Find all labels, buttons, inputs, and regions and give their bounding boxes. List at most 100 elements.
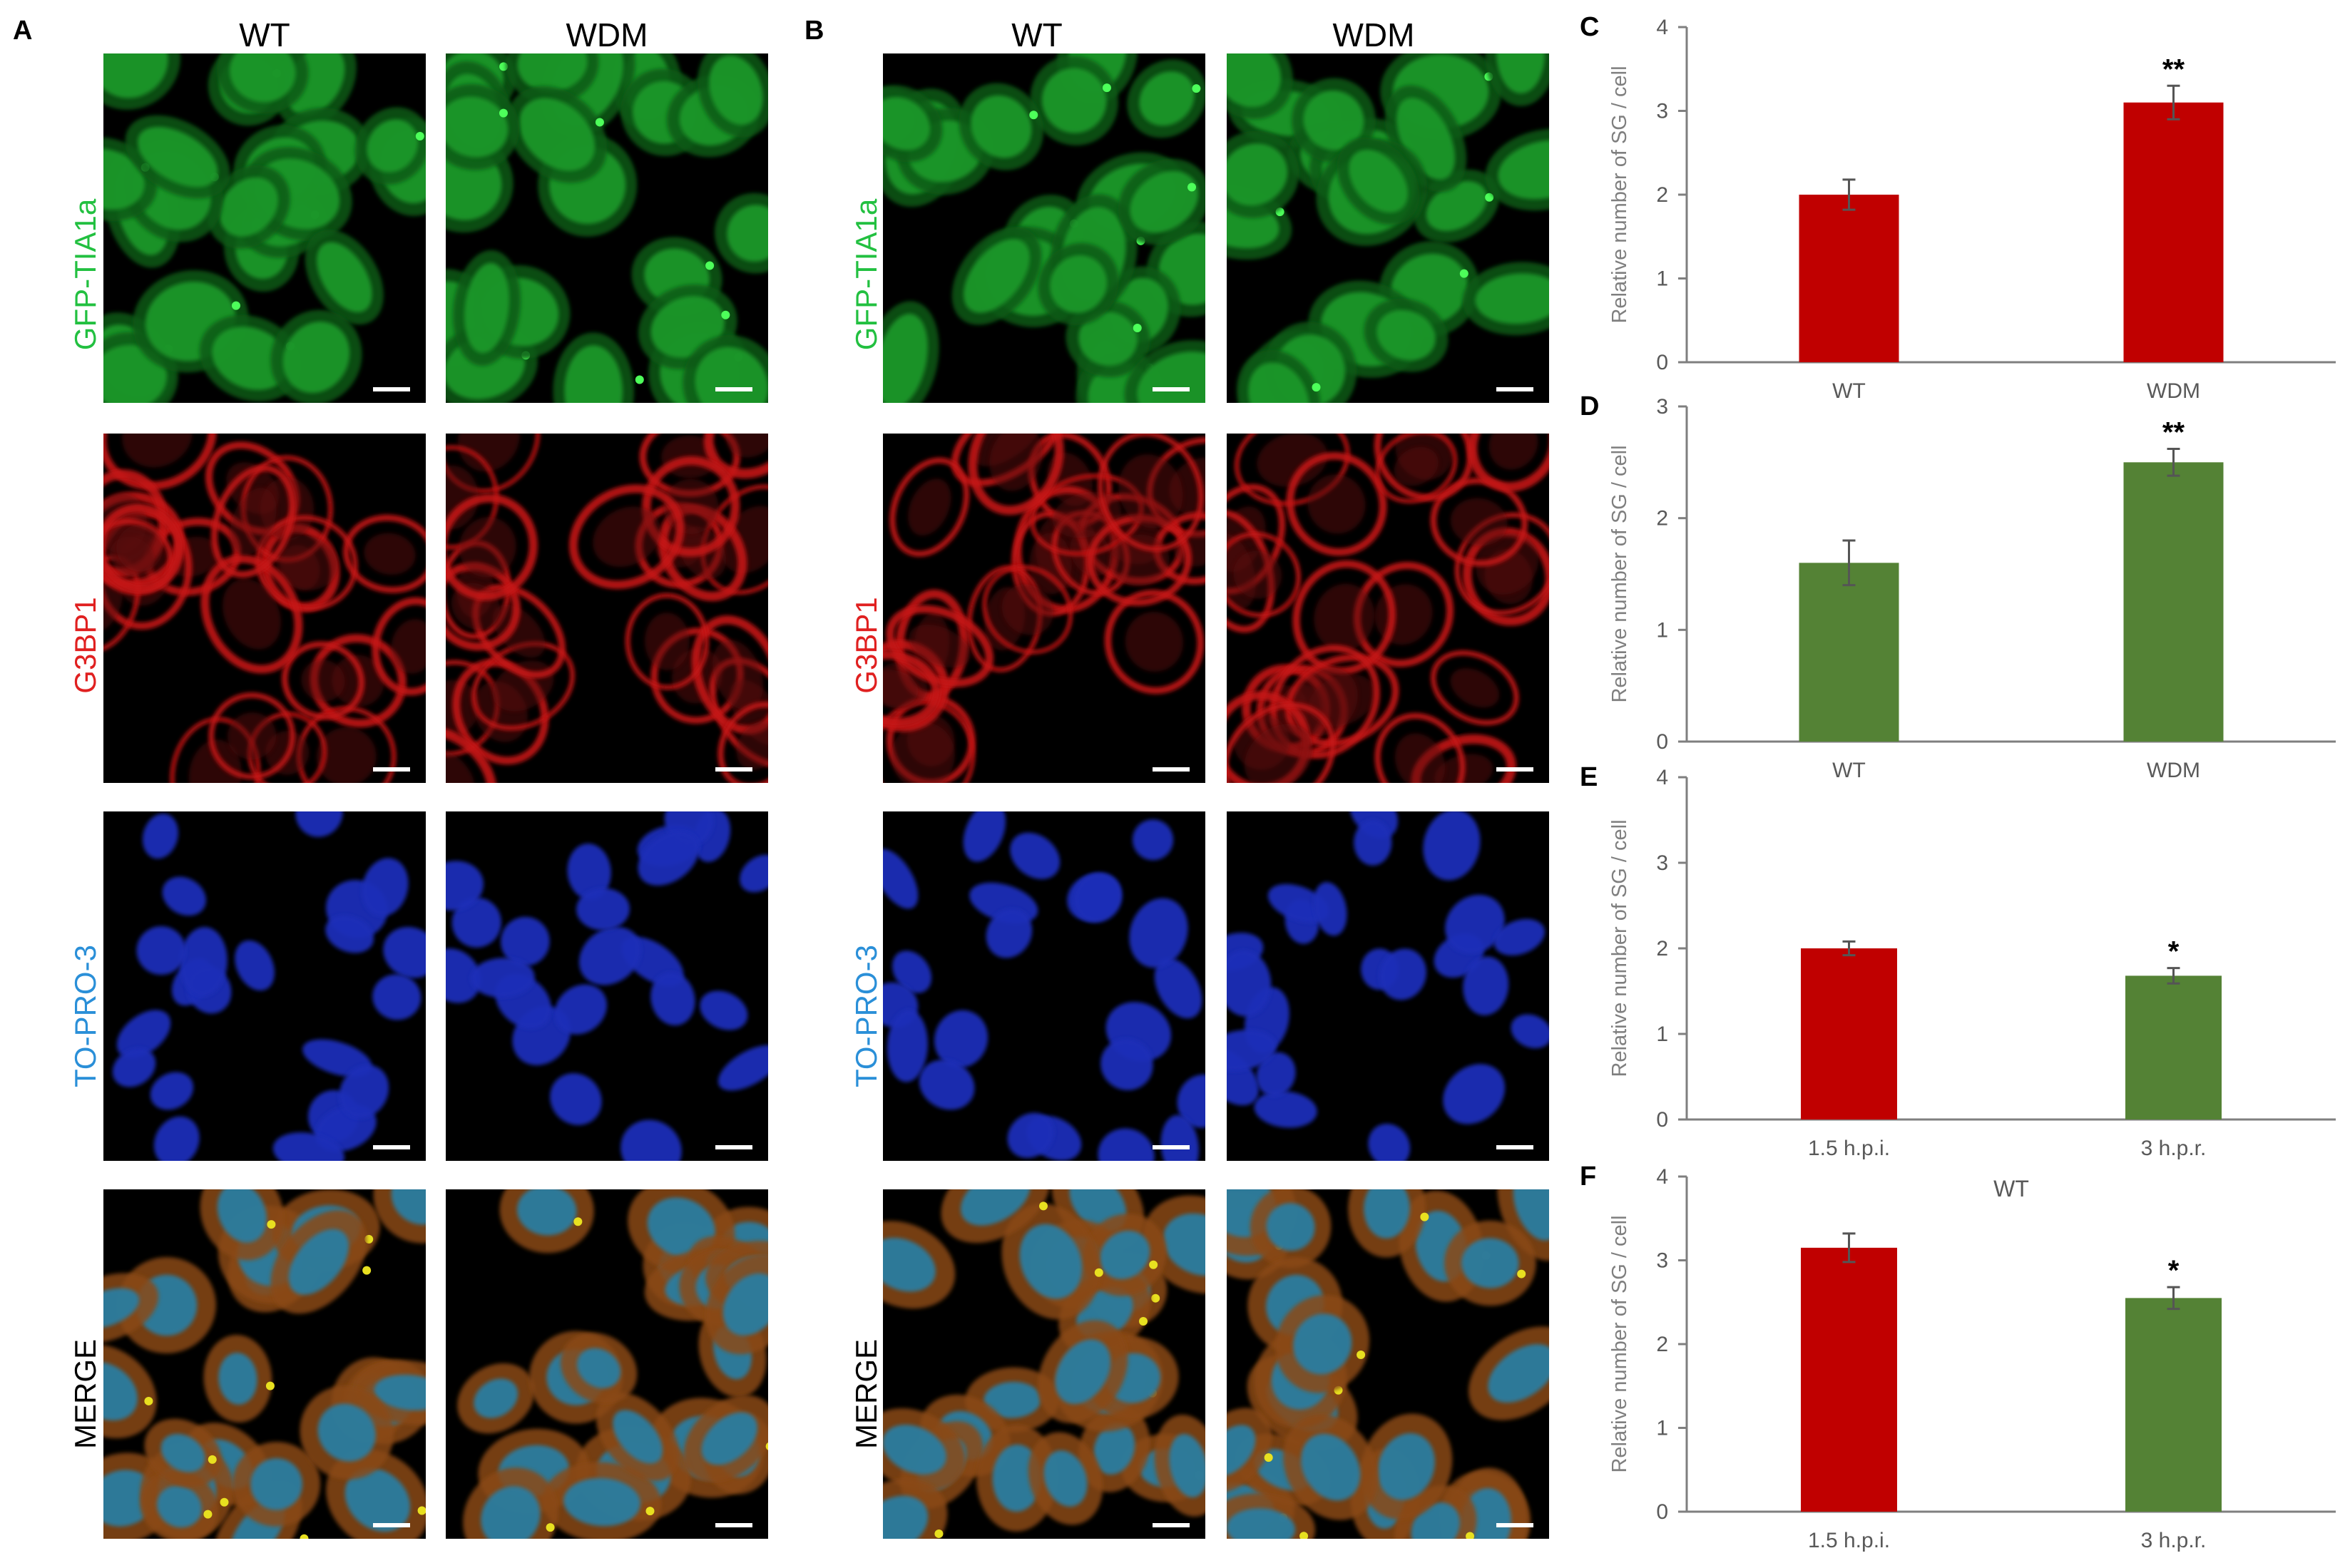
y-tick-label: 4 xyxy=(1656,1165,1668,1189)
scale-bar xyxy=(1153,767,1190,772)
micrograph-a-green-wdm xyxy=(446,53,768,403)
row-label-a-to-pro-3: TO-PRO-3 xyxy=(68,945,102,1087)
column-header-a-wt: WT xyxy=(239,16,290,53)
scale-bar xyxy=(1496,387,1533,391)
micrograph-a-green-wt xyxy=(103,53,426,403)
micrograph-b-red-wdm xyxy=(1227,434,1549,783)
y-tick-label: 2 xyxy=(1656,507,1668,531)
chart-d: D 0 1 2 3 Relative number of SG / cell WT ** WDM xyxy=(1580,385,2350,791)
row-label-b-merge: MERGE xyxy=(849,1338,883,1450)
chart-f-svg: F 0 1 2 3 4 Relative number of SG / cell 1.5 h.… xyxy=(1580,1162,2336,1552)
y-tick-label: 1 xyxy=(1656,1417,1668,1440)
panel-letter-c: C xyxy=(1580,12,1599,42)
y-axis-label: Relative number of SG / cell xyxy=(1608,1215,1631,1472)
scale-bar xyxy=(715,767,752,772)
chart-c: C 0 1 2 3 4 Relative number of SG / cell WT ** WD… xyxy=(1580,6,2350,412)
column-header-b-wdm: WDM xyxy=(1332,16,1415,53)
row-label-a-gfp-tia1a: GFP-TIA1a xyxy=(68,198,102,351)
micrograph-b-blue-wt xyxy=(883,811,1205,1161)
micrograph-b-blue-wdm xyxy=(1227,811,1549,1161)
micrograph-a-red-wdm xyxy=(446,434,768,783)
significance-marker: * xyxy=(2168,1255,2180,1286)
chart-e-svg: E 0 1 2 3 4 Relative number of SG / cell 1.5 h.… xyxy=(1580,762,2336,1201)
column-header-b-wt: WT xyxy=(1011,16,1063,53)
category-label: 1.5 h.p.i. xyxy=(1808,1137,1890,1160)
bar-wdm xyxy=(2123,462,2224,742)
y-tick-label: 0 xyxy=(1656,730,1668,754)
panel-letter-f: F xyxy=(1580,1162,1596,1192)
y-tick-label: 3 xyxy=(1656,851,1668,875)
micrograph-b-merge-wdm xyxy=(1227,1189,1549,1539)
y-tick-label: 0 xyxy=(1656,1108,1668,1132)
y-tick-label: 4 xyxy=(1656,766,1668,789)
scale-bar xyxy=(373,387,410,391)
micrograph-b-red-wt xyxy=(883,434,1205,783)
y-tick-label: 1 xyxy=(1656,618,1668,642)
micrograph-b-merge-wt xyxy=(883,1189,1205,1539)
y-tick-label: 3 xyxy=(1656,395,1668,419)
y-tick-label: 3 xyxy=(1656,1249,1668,1273)
scale-bar xyxy=(1153,1145,1190,1149)
row-label-b-gfp-tia1a: GFP-TIA1a xyxy=(849,198,883,351)
scale-bar xyxy=(715,387,752,391)
row-label-b-to-pro-3: TO-PRO-3 xyxy=(849,945,883,1087)
scale-bar xyxy=(715,1523,752,1527)
y-tick-label: 2 xyxy=(1656,937,1668,960)
row-label-a-g3bp1: G3BP1 xyxy=(68,597,102,694)
y-tick-label: 4 xyxy=(1656,16,1668,39)
category-label: 1.5 h.p.i. xyxy=(1808,1529,1890,1552)
scale-bar xyxy=(1496,1523,1533,1527)
category-label: 3 h.p.r. xyxy=(2141,1529,2207,1552)
micrograph-b-green-wdm xyxy=(1227,53,1549,403)
y-tick-label: 1 xyxy=(1656,1023,1668,1046)
chart-c-svg: C 0 1 2 3 4 Relative number of SG / cell WT ** WD… xyxy=(1580,12,2336,403)
category-label: WT xyxy=(1832,759,1866,782)
y-tick-label: 0 xyxy=(1656,1500,1668,1524)
y-tick-label: 0 xyxy=(1656,351,1668,374)
micrograph-a-red-wt xyxy=(103,434,426,783)
y-tick-label: 2 xyxy=(1656,183,1668,207)
chart-e: E 0 1 2 3 4 Relative number of SG / cell 1.5 h.… xyxy=(1580,756,2350,1201)
scale-bar xyxy=(1496,1145,1533,1149)
y-tick-label: 2 xyxy=(1656,1333,1668,1356)
panel-letter-e: E xyxy=(1580,762,1598,792)
micrograph-a-merge-wt xyxy=(103,1189,426,1539)
significance-marker: ** xyxy=(2162,417,2185,449)
y-tick-label: 3 xyxy=(1656,100,1668,123)
chart-d-svg: D 0 1 2 3 Relative number of SG / cell WT ** WDM xyxy=(1580,391,2336,782)
category-label: WDM xyxy=(2147,759,2200,782)
bar-1-5-h-p-i- xyxy=(1801,1247,1897,1512)
bar-3-h-p-r- xyxy=(2125,975,2222,1119)
panel-letter-d: D xyxy=(1580,391,1599,421)
panel-letter-b: B xyxy=(804,16,824,46)
category-label: 3 h.p.r. xyxy=(2141,1137,2207,1160)
scale-bar xyxy=(1153,387,1190,391)
bar-wdm xyxy=(2123,102,2224,362)
scale-bar xyxy=(1153,1523,1190,1527)
chart-group-label: WT xyxy=(1993,1176,2029,1201)
scale-bar xyxy=(373,1145,410,1149)
column-header-a-wdm: WDM xyxy=(566,16,648,53)
micrograph-a-blue-wt xyxy=(103,811,426,1161)
significance-marker: ** xyxy=(2162,53,2185,85)
micrograph-b-green-wt xyxy=(883,53,1205,403)
scale-bar xyxy=(373,767,410,772)
micrograph-a-blue-wdm xyxy=(446,811,768,1161)
significance-marker: * xyxy=(2168,936,2180,968)
bar-wt xyxy=(1799,563,1899,742)
category-label: WDM xyxy=(2147,379,2200,403)
y-axis-label: Relative number of SG / cell xyxy=(1608,819,1631,1077)
row-label-a-merge: MERGE xyxy=(68,1338,102,1450)
y-tick-label: 1 xyxy=(1656,267,1668,291)
bar-3-h-p-r- xyxy=(2125,1298,2222,1512)
scale-bar xyxy=(715,1145,752,1149)
scale-bar xyxy=(373,1523,410,1527)
y-axis-label: Relative number of SG / cell xyxy=(1608,66,1631,323)
chart-f: F 0 1 2 3 4 Relative number of SG / cell 1.5 h.… xyxy=(1580,1155,2350,1565)
bar-1-5-h-p-i- xyxy=(1801,948,1897,1119)
bar-wt xyxy=(1799,195,1899,362)
micrograph-a-merge-wdm xyxy=(446,1189,768,1539)
scale-bar xyxy=(1496,767,1533,772)
row-label-b-g3bp1: G3BP1 xyxy=(849,597,883,694)
